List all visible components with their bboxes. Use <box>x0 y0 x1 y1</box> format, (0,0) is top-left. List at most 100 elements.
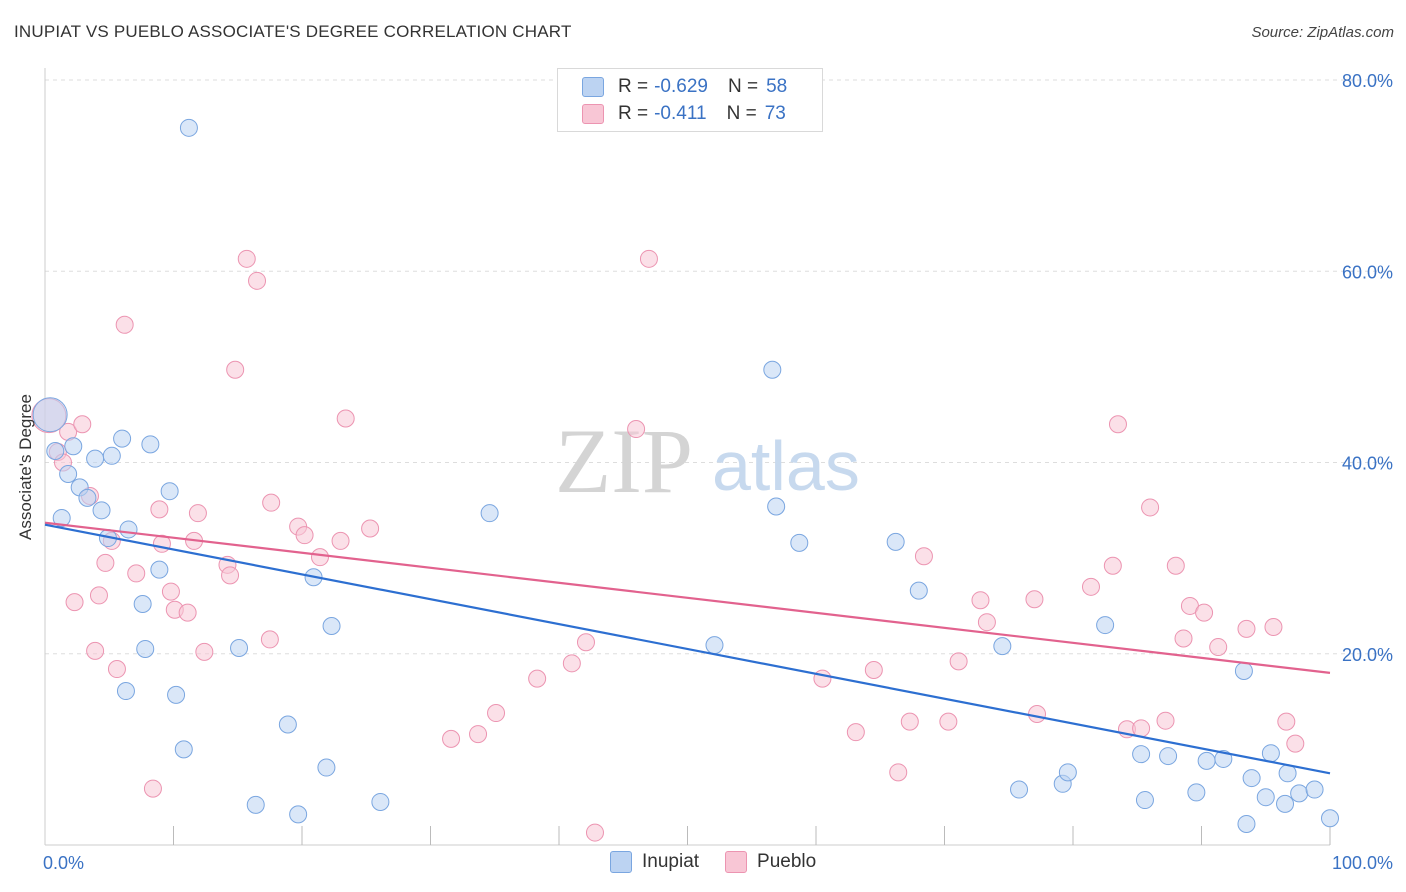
inupiat-point <box>119 520 138 539</box>
inupiat-point <box>174 740 193 759</box>
inupiat-point <box>1132 745 1151 764</box>
pueblo-point <box>889 763 908 782</box>
inupiat-point <box>1058 763 1077 782</box>
inupiat-point <box>1135 791 1154 810</box>
pueblo-point <box>226 360 245 379</box>
pueblo-point <box>469 725 488 744</box>
pueblo-point <box>65 593 84 612</box>
pueblo-point <box>195 642 214 661</box>
pueblo-point <box>846 723 865 742</box>
pueblo-point <box>914 547 933 566</box>
inupiat-point <box>1187 783 1206 802</box>
pueblo-point <box>1156 711 1175 730</box>
n-label: N = <box>727 76 759 97</box>
pueblo-point <box>971 591 990 610</box>
inupiat-legend-label: Inupiat <box>642 851 700 872</box>
pueblo-point <box>900 712 919 731</box>
inupiat-point <box>32 397 68 433</box>
pueblo-point <box>89 586 108 605</box>
inupiat-point <box>230 639 249 658</box>
pueblo-point <box>1166 556 1185 575</box>
y-axis-label: Associate's Degree <box>16 394 35 540</box>
pueblo-point <box>143 779 162 798</box>
pueblo-point <box>178 603 197 622</box>
pueblo-point <box>161 582 180 601</box>
pueblo-point <box>627 420 646 439</box>
watermark-atlas: atlas <box>712 427 860 505</box>
pueblo-point <box>977 613 996 632</box>
inupiat-point <box>46 442 65 461</box>
inupiat-point <box>1214 749 1233 768</box>
pueblo-point <box>150 500 169 519</box>
pueblo-point <box>237 249 256 268</box>
watermark-zip: ZIP <box>555 410 693 512</box>
inupiat-point <box>886 532 905 551</box>
inupiat-point <box>246 795 265 814</box>
pueblo-point <box>1132 719 1151 738</box>
pueblo-point <box>361 519 380 538</box>
pueblo-point <box>1141 498 1160 517</box>
inupiat-point <box>763 360 782 379</box>
pueblo-point <box>96 553 115 572</box>
inupiat-point <box>92 501 111 520</box>
inupiat-point <box>150 560 169 579</box>
pueblo-point <box>115 315 134 334</box>
pueblo-point <box>585 823 604 842</box>
pueblo-point <box>127 564 146 583</box>
pueblo-point <box>295 526 314 545</box>
inupiat-point <box>52 508 71 527</box>
pueblo-point <box>107 660 126 679</box>
legend-row-pueblo: R = -0.411 N = 73 <box>582 102 786 126</box>
inupiat-point <box>1261 744 1280 763</box>
inupiat-point <box>371 792 390 811</box>
pueblo-point <box>1081 577 1100 596</box>
pueblo-legend-label: Pueblo <box>757 851 817 872</box>
pueblo-point <box>864 661 883 680</box>
pueblo-point <box>576 633 595 652</box>
inupiat-point <box>1159 747 1178 766</box>
pueblo-trend-line <box>44 521 1331 674</box>
inupiat-point <box>1010 780 1029 799</box>
inupiat-point <box>790 533 809 552</box>
pueblo-point <box>262 493 281 512</box>
inupiat-legend-swatch <box>610 851 632 873</box>
pueblo-point <box>1195 603 1214 622</box>
inupiat-point <box>317 758 336 777</box>
pueblo-point <box>528 669 547 688</box>
r-label: R = <box>618 103 649 124</box>
inupiat-point <box>113 429 132 448</box>
pueblo-point <box>1108 415 1127 434</box>
x-tick-label: 0.0% <box>43 853 84 873</box>
inupiat-point <box>289 805 308 824</box>
inupiat-point <box>160 482 179 501</box>
correlation-legend: R = -0.629 N = 58 R = -0.411 N = 73 <box>557 68 823 132</box>
pueblo-point <box>331 531 350 550</box>
pueblo-point <box>310 548 329 567</box>
pueblo-point <box>248 271 267 290</box>
legend-item-pueblo: Pueblo <box>725 851 816 873</box>
inupiat-point <box>909 581 928 600</box>
pueblo-point <box>639 249 658 268</box>
inupiat-point <box>102 446 121 465</box>
y-tick-label: 80.0% <box>1342 71 1393 91</box>
source-label: Source: ZipAtlas.com <box>1251 24 1394 41</box>
pueblo-point <box>188 504 207 523</box>
y-tick-label: 60.0% <box>1342 262 1393 282</box>
inupiat-point <box>480 504 499 523</box>
pueblo-swatch <box>582 104 604 124</box>
inupiat-point <box>1234 661 1253 680</box>
pueblo-point <box>221 566 240 585</box>
inupiat-point <box>1305 780 1324 799</box>
inupiat-point <box>1242 769 1261 788</box>
r-value: -0.411 <box>654 103 707 124</box>
inupiat-point <box>1276 794 1295 813</box>
inupiat-point <box>767 497 786 516</box>
inupiat-point <box>136 639 155 658</box>
inupiat-point <box>1237 814 1256 833</box>
y-tick-label: 40.0% <box>1342 454 1393 474</box>
y-tick-label: 20.0% <box>1342 645 1393 665</box>
inupiat-point <box>86 449 105 468</box>
inupiat-point <box>179 118 198 137</box>
pueblo-point <box>1277 712 1296 731</box>
